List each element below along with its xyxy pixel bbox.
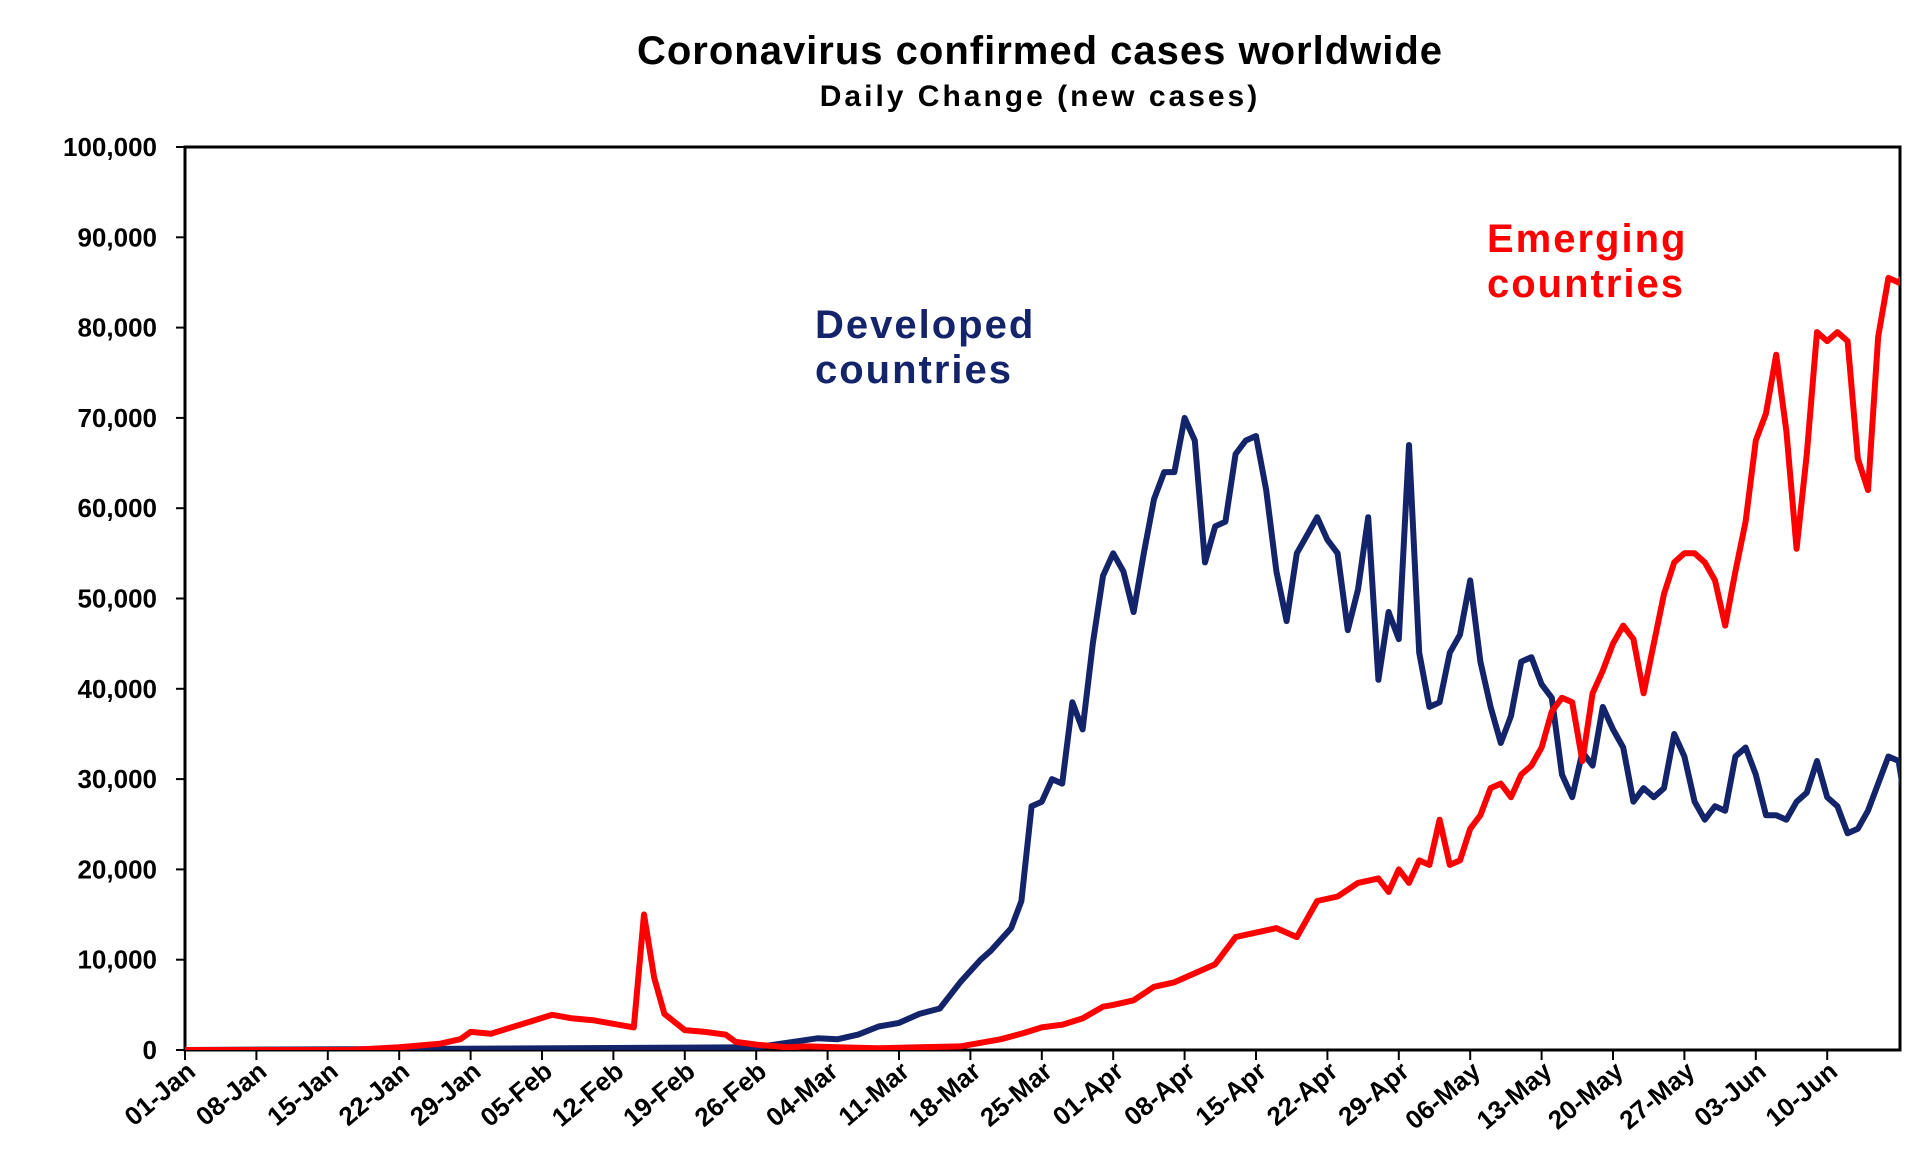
plot-area [183, 145, 1902, 1052]
x-tick-label: 01-Apr [1047, 1056, 1129, 1132]
x-tick-label: 10-Jun [1760, 1056, 1843, 1133]
y-tick-label: 60,000 [77, 493, 157, 523]
x-tick-label: 12-Feb [546, 1056, 629, 1133]
series-labels: Developed countries Emerging countries [815, 217, 1687, 392]
x-tick-label: 05-Feb [474, 1056, 557, 1133]
x-tick-label: 25-Mar [974, 1056, 1057, 1133]
x-tick-label: 11-Mar [832, 1056, 914, 1132]
x-tick-label: 19-Feb [617, 1056, 700, 1133]
x-tick-label: 22-Jan [333, 1056, 415, 1132]
x-tick-label: 03-Jun [1688, 1056, 1771, 1133]
x-tick-label: 15-Jan [261, 1056, 343, 1132]
y-tick-label: 100,000 [63, 132, 157, 162]
x-tick-label: 29-Apr [1332, 1056, 1414, 1132]
x-tick-label: 26-Feb [689, 1056, 772, 1133]
series-line-developed-countries [185, 414, 1900, 1050]
x-tick-label: 06-May [1399, 1055, 1486, 1135]
chart-subtitle: Daily Change (new cases) [820, 80, 1260, 113]
x-tick-label: 20-May [1542, 1055, 1629, 1135]
series-group [185, 274, 1900, 1050]
x-tick-label: 18-Mar [903, 1056, 986, 1133]
x-tick-label: 13-May [1471, 1055, 1558, 1135]
y-tick-label: 70,000 [77, 403, 157, 433]
y-tick-label: 90,000 [77, 222, 157, 252]
series-label-emerging-countries: Emerging countries [1487, 217, 1687, 306]
x-tick-label: 29-Jan [404, 1056, 486, 1132]
y-tick-label: 20,000 [77, 854, 157, 884]
y-tick-label: 40,000 [77, 674, 157, 704]
x-tick-label: 04-Mar [760, 1056, 843, 1133]
y-tick-label: 0 [143, 1035, 157, 1065]
x-tick-label: 15-Apr [1189, 1056, 1271, 1132]
y-tick-label: 10,000 [77, 945, 157, 975]
x-tick-label: 08-Jan [190, 1056, 272, 1132]
y-tick-label: 50,000 [77, 584, 157, 614]
y-tick-label: 80,000 [77, 313, 157, 343]
x-tick-label: 01-Jan [118, 1056, 200, 1132]
series-line-emerging-countries [185, 274, 1900, 1050]
chart-title: Coronavirus confirmed cases worldwide [637, 29, 1443, 73]
series-label-developed-countries: Developed countries [815, 303, 1035, 392]
x-tick-label: 22-Apr [1261, 1056, 1343, 1132]
x-axis: 01-Jan08-Jan15-Jan22-Jan29-Jan05-Feb12-F… [118, 1050, 1843, 1135]
x-tick-label: 08-Apr [1118, 1056, 1200, 1132]
y-axis: 0 10,000 20,000 30,000 40,000 50,000 60,000 70,… [63, 132, 185, 1065]
x-tick-label: 27-May [1613, 1055, 1700, 1135]
y-tick-label: 30,000 [77, 764, 157, 794]
